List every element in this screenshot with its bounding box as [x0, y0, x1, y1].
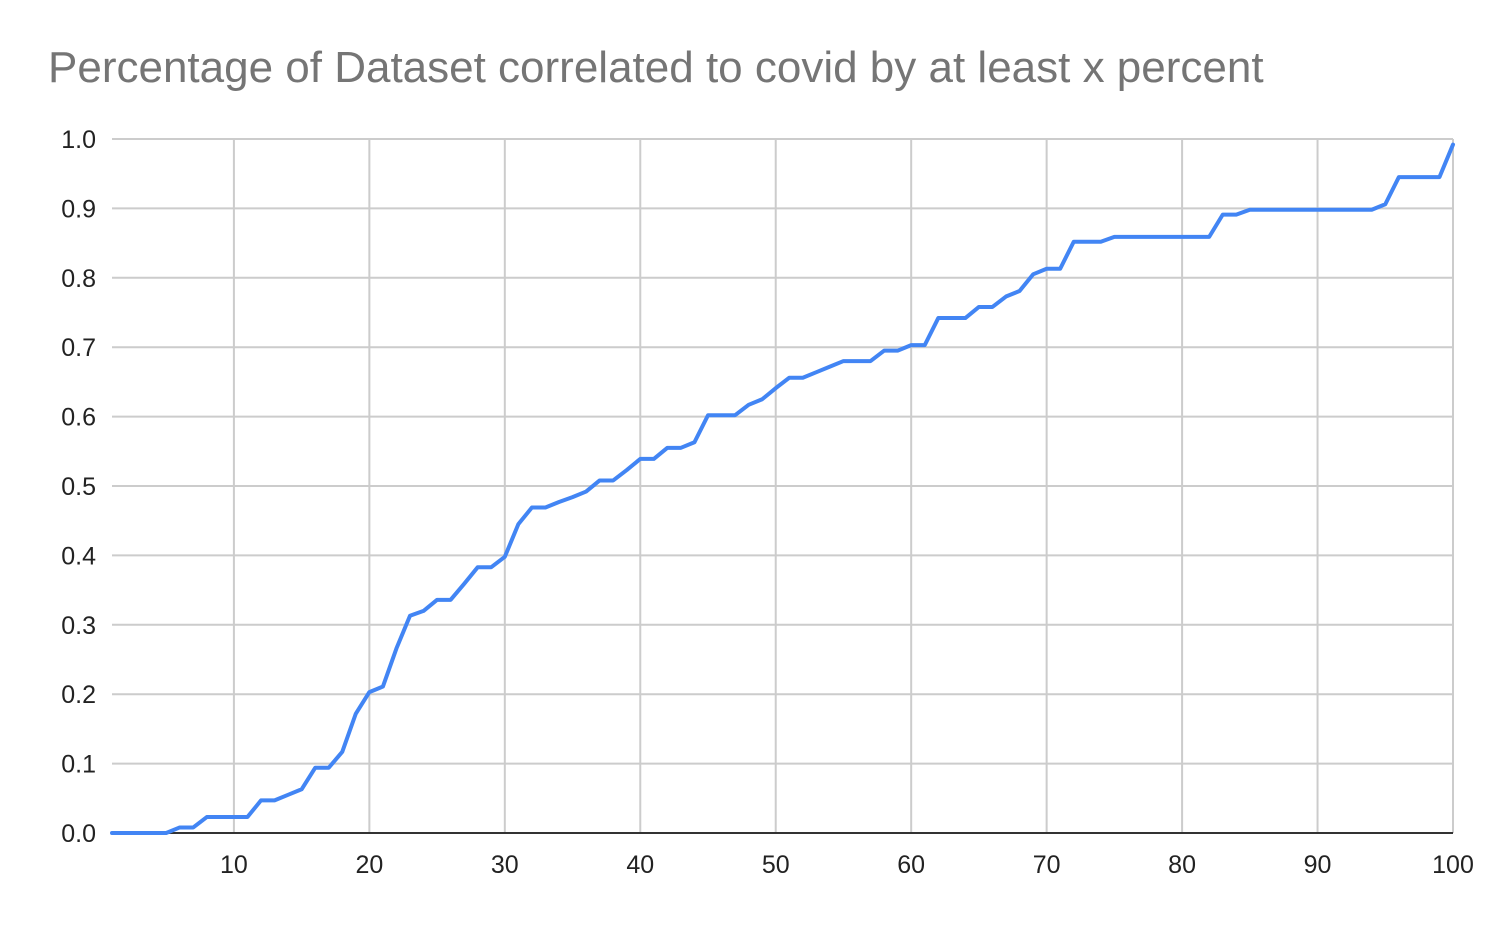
x-tick-label: 60	[897, 851, 925, 879]
x-tick-label: 40	[626, 851, 654, 879]
y-tick-label: 0.7	[61, 334, 96, 362]
y-tick-label: 0.1	[61, 751, 96, 779]
x-tick-label: 100	[1432, 851, 1474, 879]
y-axis-ticks: 0.0 0.1 0.2 0.3 0.4 0.5 0.6 0.7 0.8 0.9 1.0	[61, 126, 96, 848]
series-layer	[110, 142, 1455, 835]
y-tick-label: 0.2	[61, 681, 96, 709]
x-tick-label: 30	[491, 851, 519, 879]
y-tick-label: 0.8	[61, 265, 96, 293]
x-tick-label: 20	[355, 851, 383, 879]
x-tick-label: 70	[1033, 851, 1061, 879]
y-tick-label: 0.9	[61, 195, 96, 223]
y-tick-label: 0.6	[61, 404, 96, 432]
gridlines	[112, 138, 1454, 833]
x-tick-label: 90	[1304, 851, 1332, 879]
y-tick-label: 0.5	[61, 473, 96, 501]
chart-title: Percentage of Dataset correlated to covi…	[48, 43, 1264, 92]
x-tick-label: 80	[1168, 851, 1196, 879]
y-tick-label: 0.0	[61, 820, 96, 848]
x-axis-ticks: 10 20 30 40 50 60 70 80 90 100	[220, 851, 1474, 879]
series-line	[110, 142, 1455, 835]
y-tick-label: 0.3	[61, 612, 96, 640]
x-tick-label: 10	[220, 851, 248, 879]
y-tick-label: 1.0	[61, 126, 96, 154]
y-tick-label: 0.4	[61, 542, 96, 570]
x-tick-label: 50	[762, 851, 790, 879]
